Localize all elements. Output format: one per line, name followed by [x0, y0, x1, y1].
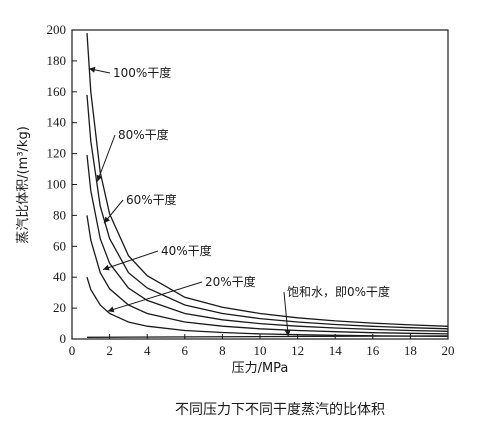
annotation-arrowhead	[88, 66, 96, 73]
series-line-5	[86, 335, 449, 338]
x-tick-label: 2	[106, 343, 113, 358]
annotation-label: 80%干度	[118, 127, 169, 142]
x-tick-label: 4	[144, 343, 151, 358]
x-tick-label: 18	[404, 343, 417, 358]
x-tick-label: 6	[182, 343, 189, 358]
y-tick-label: 0	[60, 331, 67, 346]
y-tick-label: 140	[47, 115, 67, 130]
annotation-arrowhead	[107, 306, 115, 313]
series-line-0	[86, 33, 449, 327]
annotation-label: 60%干度	[126, 192, 177, 207]
y-tick-label: 180	[47, 53, 67, 68]
y-tick-label: 80	[53, 207, 66, 222]
annotation-label: 40%干度	[161, 243, 212, 258]
annotation-label: 20%干度	[205, 274, 256, 289]
x-tick-label: 10	[254, 343, 267, 358]
axis-ticks: 0 2 4 6 8 10 12 14 16 18 2002040608010012014016018…	[47, 22, 455, 358]
annotation-label: 100%干度	[113, 65, 171, 80]
x-tick-label: 8	[219, 343, 226, 358]
x-tick-label: 20	[442, 343, 455, 358]
annotation-leader	[102, 250, 159, 270]
y-tick-label: 200	[47, 22, 67, 37]
x-axis-label: 压力/MPa	[232, 361, 289, 376]
series-line-1	[86, 94, 449, 330]
annotation-leader	[107, 281, 203, 312]
figure-caption: 不同压力下不同干度蒸汽的比体积	[175, 402, 385, 418]
data-series	[86, 33, 449, 338]
annotation-leader	[283, 291, 289, 337]
annotation-arrowhead	[103, 264, 110, 271]
y-tick-label: 100	[47, 177, 67, 192]
y-tick-label: 20	[53, 300, 66, 315]
series-line-2	[86, 155, 449, 332]
annotation-label: 饱和水，即0%干度	[287, 284, 390, 299]
x-tick-label: 0	[69, 343, 76, 358]
annotation-arrowhead	[284, 329, 291, 337]
y-tick-label: 120	[47, 146, 67, 161]
x-tick-label: 14	[329, 343, 343, 358]
series-line-3	[86, 215, 449, 335]
annotation-arrowhead	[96, 174, 103, 182]
y-axis-label: 蒸汽比体积/(m³/kg)	[16, 126, 31, 244]
x-tick-label: 12	[291, 343, 304, 358]
x-tick-label: 16	[366, 343, 380, 358]
annotation-arrowhead	[103, 216, 111, 224]
y-tick-label: 40	[53, 269, 66, 284]
annotation-leader	[96, 134, 116, 182]
y-tick-label: 160	[47, 84, 67, 99]
y-tick-label: 60	[53, 238, 66, 253]
